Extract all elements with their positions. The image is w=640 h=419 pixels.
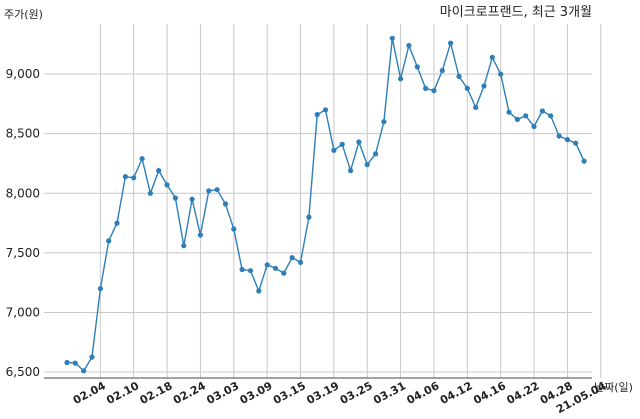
data-point [523,113,529,119]
data-point [131,175,137,181]
data-point [264,262,270,268]
data-point [439,67,445,74]
x-tick-label: 02.24 [171,379,208,407]
data-point [314,112,320,118]
data-point [448,40,454,46]
y-tick-labels: 6,500 7,000 7,500 8,000 8,500 9,000 [6,67,40,379]
data-point [498,71,504,77]
data-point [364,162,370,168]
y-tick-label: 7,500 [6,246,40,260]
x-tick-label: 04.06 [405,379,442,407]
data-point [247,268,254,274]
data-point [348,168,354,174]
data-point [231,226,237,232]
data-point [406,42,412,49]
x-tick-label: 02.18 [138,379,175,407]
data-point [431,88,437,94]
data-point [514,116,521,122]
x-axis-label: 날짜(일) [594,380,633,394]
x-tick-label: 03.19 [304,379,341,407]
x-tick-label: 03.03 [204,379,241,407]
y-tick-label: 7,000 [6,305,40,319]
data-point [181,243,187,249]
data-point [281,270,287,276]
data-point [214,187,220,193]
x-tick-label: 03.15 [271,379,308,407]
data-point [197,232,203,238]
data-point [89,354,95,360]
data-point [464,85,470,91]
data-point [106,238,112,244]
data-point [414,64,420,70]
y-tick-label: 8,500 [6,127,40,141]
data-point [556,133,562,139]
data-points [64,35,587,374]
data-point [373,151,379,157]
x-tick-label: 02.04 [71,379,108,407]
x-tick-label: 04.16 [471,379,508,407]
data-point [206,188,212,194]
data-point [573,140,579,146]
data-point [489,54,495,61]
data-point [473,104,479,110]
data-point [456,73,462,79]
data-point [539,108,546,114]
data-point [381,119,387,125]
data-point [81,368,87,374]
data-point [239,266,245,273]
data-point [306,214,312,220]
data-point [189,196,195,202]
data-point [256,288,262,294]
data-point [289,255,295,261]
y-tick-label: 8,000 [6,186,40,200]
data-point [156,168,162,174]
data-point [97,286,103,292]
x-tick-label: 03.25 [338,379,375,407]
data-point [72,360,78,366]
data-point [172,195,178,201]
data-point [331,147,337,153]
data-point [423,85,429,91]
data-point [356,139,362,145]
x-tick-label: 02.10 [104,379,141,407]
x-tick-label: 04.12 [438,379,475,407]
data-point [339,141,345,147]
data-point [222,201,229,207]
x-tick-label: 04.22 [505,379,542,407]
x-tick-label: 03.09 [238,379,275,407]
data-point [64,359,70,366]
data-point [548,113,554,119]
data-point [322,107,329,113]
data-point [398,76,404,82]
y-tick-label: 6,500 [6,365,40,379]
data-point [139,156,145,162]
data-point [114,220,120,226]
y-tick-label: 9,000 [6,67,40,81]
data-point [122,174,128,180]
data-point [581,158,587,164]
y-axis-label: 주가(원) [4,8,43,21]
data-point [531,123,537,130]
data-point [272,265,279,271]
data-point [297,259,304,265]
data-point [389,35,395,41]
data-point [506,109,512,115]
grid-lines [44,24,602,378]
x-tick-labels: 02.0402.1002.1802.2403.0303.0903.1503.19… [71,379,609,416]
price-series-line [66,38,585,372]
x-tick-label: 03.31 [371,379,408,407]
chart-title: 마이크로프랜드, 최근 3개월 [440,5,592,20]
data-point [564,137,571,143]
data-point [147,190,153,196]
data-point [164,182,170,188]
data-point [481,83,487,89]
